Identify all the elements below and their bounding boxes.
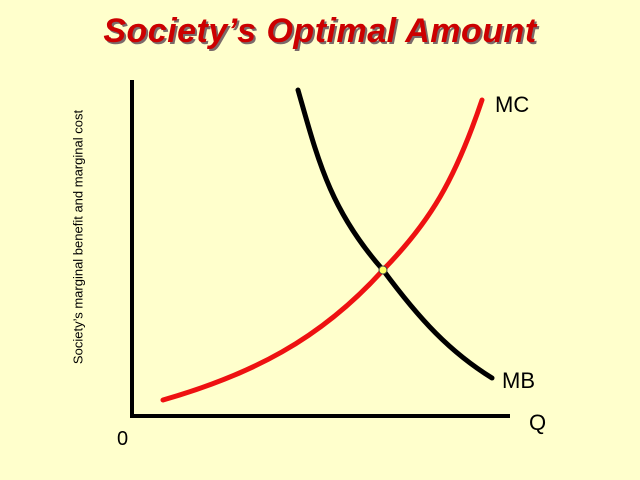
mc-curve-label: MC: [495, 92, 530, 117]
mb-curve: [295, 87, 495, 381]
diagram-title: Society’s Optimal Amount: [103, 12, 537, 50]
x-axis-label: Q: [529, 410, 547, 435]
equilibrium-point: [378, 265, 388, 275]
origin-label: 0: [117, 428, 129, 450]
mc-curve: [160, 97, 485, 403]
mb-curve-label: MB: [502, 368, 535, 393]
